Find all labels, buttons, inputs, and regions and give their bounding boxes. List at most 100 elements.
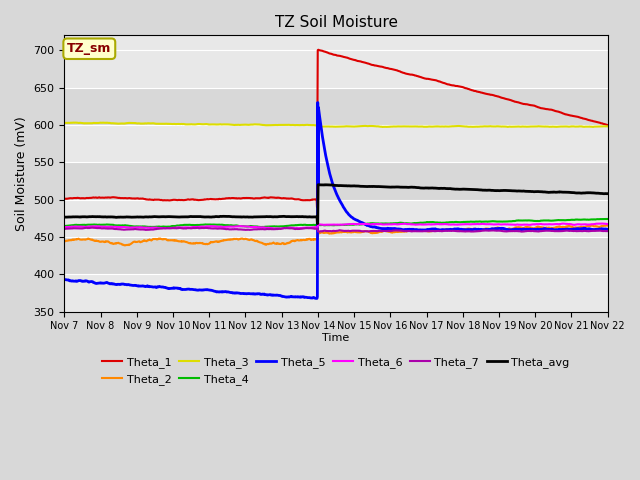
Line: Theta_5: Theta_5 [65,103,608,299]
Theta_5 [312,296,320,301]
Theta_avg [291,214,299,219]
Theta_7 [604,228,612,234]
Theta_avg [312,214,320,220]
Theta_2 [61,239,68,244]
Bar [65,200,608,237]
Bar [65,237,608,275]
Theta_2 [125,242,132,248]
Theta_7 [88,225,96,230]
Title: TZ Soil Moisture: TZ Soil Moisture [275,15,397,30]
Bar [65,162,608,200]
Theta_5 [125,282,132,288]
Theta_4 [604,216,612,222]
Bar [65,50,608,88]
Theta_1 [102,195,110,201]
X-axis label: Time: Time [323,333,349,343]
Bar [65,125,608,162]
Theta_4 [303,222,310,228]
Line: Theta_7: Theta_7 [65,228,608,232]
Theta_5 [61,277,68,283]
Text: TZ_sm: TZ_sm [67,42,111,55]
Theta_2 [120,242,128,248]
Theta_2 [604,223,612,228]
Line: Theta_3: Theta_3 [65,122,608,127]
Theta_7 [303,225,310,231]
Theta_avg [102,214,110,220]
Legend: Theta_1, Theta_2, Theta_3, Theta_4, Theta_5, Theta_6, Theta_7, Theta_avg: Theta_1, Theta_2, Theta_3, Theta_4, Thet… [98,353,574,389]
Theta_2 [588,222,596,228]
Theta_avg [302,214,310,220]
Theta_4 [291,222,299,228]
Theta_6 [102,224,110,229]
Theta_4 [102,222,110,228]
Theta_6 [125,225,132,230]
Theta_4 [312,222,320,228]
Theta_3 [370,123,378,129]
Theta_3 [291,122,299,128]
Theta_6 [312,224,320,230]
Line: Theta_6: Theta_6 [65,224,608,229]
Theta_2 [102,239,110,244]
Theta_6 [370,221,378,227]
Theta_4 [602,216,610,222]
Theta_avg [314,182,322,188]
Theta_4 [370,220,378,226]
Theta_1 [313,204,321,210]
Theta_5 [371,224,378,230]
Theta_5 [312,296,320,301]
Theta_1 [125,195,132,201]
Theta_avg [371,183,378,189]
Bar [65,88,608,125]
Theta_3 [312,122,320,128]
Theta_avg [604,191,612,197]
Theta_4 [61,223,68,229]
Line: Theta_4: Theta_4 [65,219,608,227]
Theta_7 [315,229,323,235]
Theta_5 [302,294,310,300]
Theta_avg [314,221,321,227]
Theta_6 [291,225,299,231]
Line: Theta_1: Theta_1 [65,50,608,207]
Theta_1 [371,62,378,68]
Theta_1 [315,47,323,53]
Theta_6 [303,225,310,230]
Theta_1 [604,122,612,128]
Theta_5 [604,227,612,232]
Theta_7 [371,228,378,234]
Theta_5 [102,279,110,285]
Theta_6 [598,221,605,227]
Theta_7 [103,226,111,231]
Theta_4 [151,224,159,230]
Y-axis label: Soil Moisture (mV): Soil Moisture (mV) [15,116,28,231]
Theta_3 [125,120,132,126]
Theta_3 [71,120,79,125]
Theta_3 [103,120,111,126]
Theta_6 [61,224,68,230]
Theta_7 [61,226,68,232]
Theta_6 [604,221,612,227]
Line: Theta_2: Theta_2 [65,225,608,245]
Theta_avg [61,214,68,220]
Theta_3 [303,122,310,128]
Theta_1 [61,196,68,202]
Theta_3 [378,124,386,130]
Theta_1 [302,197,310,203]
Theta_2 [370,230,378,236]
Theta_avg [125,214,132,220]
Theta_4 [125,223,132,228]
Theta_7 [291,226,299,232]
Theta_2 [291,238,299,243]
Theta_1 [291,196,299,202]
Theta_7 [312,226,320,231]
Bar [65,275,608,312]
Theta_6 [271,226,278,232]
Theta_3 [604,123,612,129]
Theta_5 [291,294,299,300]
Theta_2 [303,237,310,242]
Theta_7 [125,227,132,232]
Theta_1 [312,196,320,202]
Line: Theta_avg: Theta_avg [65,185,608,224]
Theta_2 [312,237,320,242]
Theta_3 [61,120,68,126]
Theta_5 [314,100,321,106]
